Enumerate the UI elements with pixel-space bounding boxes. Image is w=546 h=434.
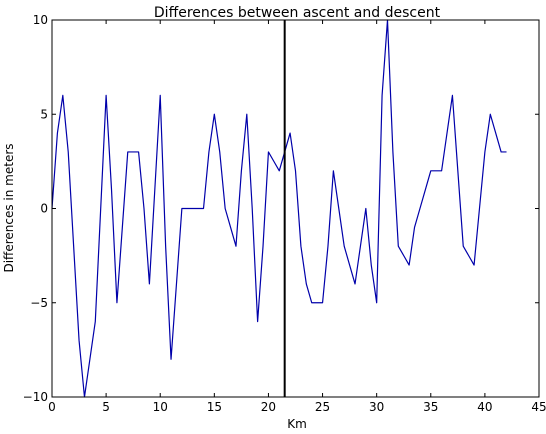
x-tick-label: 10: [153, 400, 168, 414]
data-series-line-0: [51, 19, 507, 398]
x-tick-label: 45: [531, 400, 546, 414]
x-tick-label: 5: [102, 400, 110, 414]
x-tick-label: 40: [477, 400, 492, 414]
y-tick-label: 10: [33, 13, 48, 27]
x-tick-label: 0: [48, 400, 56, 414]
x-tick-label: 20: [261, 400, 276, 414]
x-axis-label: Km: [287, 417, 307, 431]
y-tick-label: −5: [30, 296, 48, 310]
y-axis-label: Differences in meters: [2, 143, 16, 272]
y-tick-label: 0: [40, 202, 48, 216]
plot-area: 0 5 10 15 20 25 30 35 40 45 −10 −5 0 5 10: [23, 13, 546, 414]
chart-title: Differences between ascent and descent: [154, 5, 441, 21]
x-tick-label: 30: [369, 400, 384, 414]
x-tick-label: 15: [207, 400, 222, 414]
plot-frame: [51, 19, 540, 398]
y-tick-label: 5: [40, 107, 48, 121]
x-tick-label: 35: [423, 400, 438, 414]
y-tick-label: −10: [23, 390, 48, 404]
x-tick-label: 25: [315, 400, 330, 414]
